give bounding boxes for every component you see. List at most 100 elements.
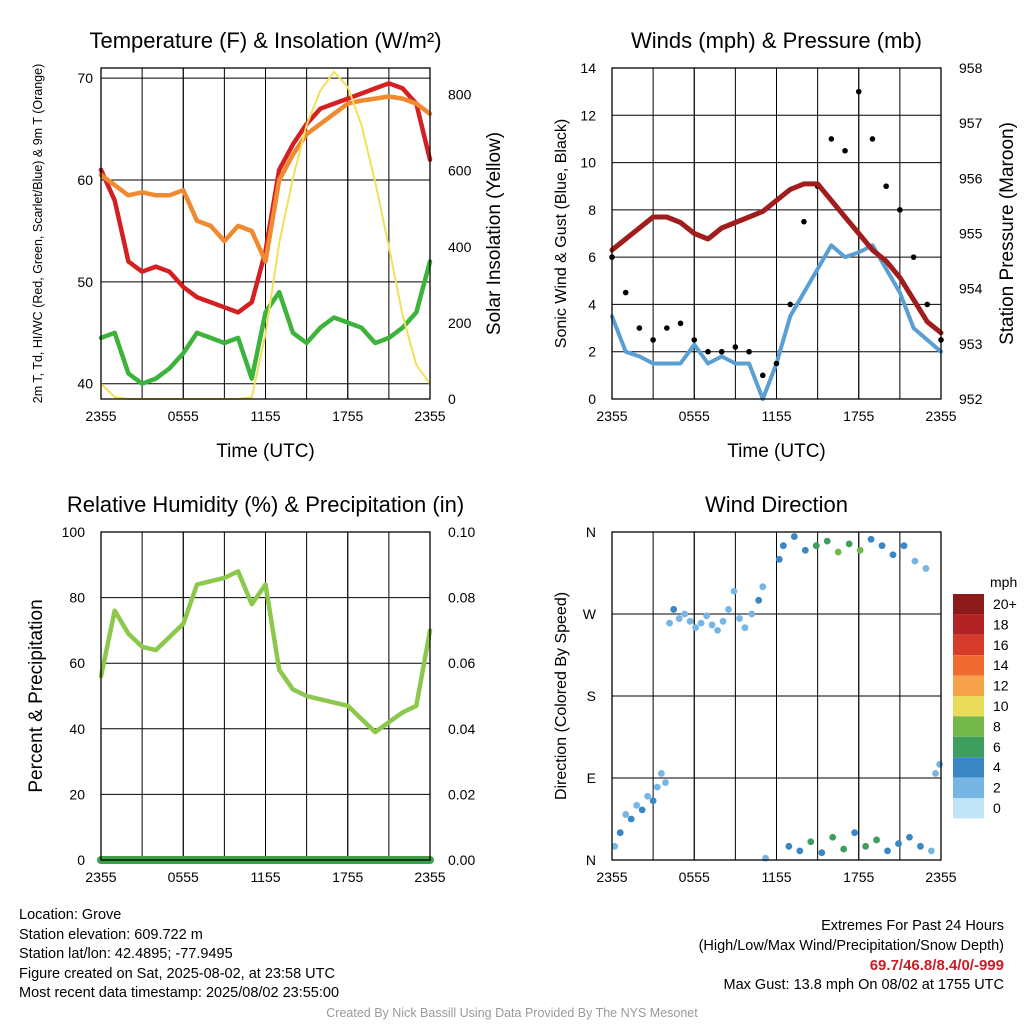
direction-point <box>633 801 641 809</box>
direction-point <box>638 806 646 814</box>
legend-swatch <box>953 798 984 819</box>
legend-swatch <box>953 594 984 615</box>
direction-point <box>790 533 798 540</box>
direction-point <box>867 535 875 543</box>
x-tick-label: 2355 <box>414 408 445 424</box>
y-tick-label: 50 <box>77 274 93 290</box>
y2-tick-label: 0.00 <box>448 852 475 868</box>
y2-tick-label: 954 <box>959 281 983 297</box>
plot-border <box>100 67 431 400</box>
direction-point <box>657 770 665 777</box>
x-tick-label: 1755 <box>332 408 363 424</box>
y-tick-label: 70 <box>77 70 93 86</box>
y2-tick-label: 953 <box>959 336 983 352</box>
gust-point <box>732 344 739 350</box>
direction-point <box>785 842 793 850</box>
y2-axis-label: Station Pressure (Maroon) <box>997 122 1018 345</box>
gust-point <box>650 337 656 343</box>
y2-tick-label: 0.10 <box>448 524 475 540</box>
direction-point <box>932 770 939 777</box>
y2-tick-label: 400 <box>448 239 472 255</box>
x-tick-label: 1755 <box>843 869 874 885</box>
plot-border <box>100 531 431 861</box>
gust-point <box>828 136 835 142</box>
y-axis-label: Direction (Colored By Speed) <box>553 592 570 800</box>
gust-point <box>746 348 752 355</box>
y-tick-label: 60 <box>69 655 85 671</box>
series-line-9m-t <box>98 94 433 264</box>
gust-point <box>910 254 917 260</box>
location-text: Location: Grove <box>19 907 122 923</box>
y-axis-label: Percent & Precipitation <box>26 599 47 792</box>
legend-swatch <box>953 675 984 696</box>
plot-area-layer: Temperature (F) & Insolation (W/m²) 2355 0… <box>26 28 1018 885</box>
legend-label: 12 <box>993 678 1009 694</box>
direction-point <box>627 815 635 823</box>
direction-point <box>759 583 767 591</box>
gust-point <box>883 183 889 190</box>
direction-point <box>719 617 727 625</box>
y2-tick-label: 956 <box>959 170 983 186</box>
gust-point <box>664 325 670 331</box>
y2-tick-label: 952 <box>959 391 983 407</box>
legend-label: 8 <box>993 718 1001 734</box>
x-tick-label: 2355 <box>85 869 116 885</box>
gust-point <box>842 147 848 154</box>
legend-swatch <box>953 716 984 737</box>
legend-swatch <box>953 696 984 717</box>
direction-point <box>807 838 815 846</box>
direction-point <box>611 842 619 850</box>
y-tick-label: 12 <box>580 107 596 123</box>
direction-point <box>862 842 870 850</box>
x-axis-label: Time (UTC) <box>216 441 315 462</box>
gust-point <box>855 88 862 95</box>
chart-panel-2: Winds (mph) & Pressure (mb) 2355 0555 1155 1… <box>553 28 1018 462</box>
direction-point <box>736 615 743 622</box>
y-tick-label: 80 <box>69 590 85 606</box>
plot-border <box>611 531 942 861</box>
direction-point <box>649 797 657 805</box>
legend-label: 6 <box>993 739 1001 755</box>
y2-tick-label: 958 <box>959 60 983 76</box>
y-tick-label: 4 <box>588 296 596 312</box>
x-tick-label: 0555 <box>168 869 199 885</box>
y2-tick-label: 957 <box>959 115 983 131</box>
y-tick-label: 6 <box>588 249 596 265</box>
direction-point <box>616 829 624 837</box>
y-tick-label: 0 <box>588 391 596 407</box>
direction-point <box>889 551 897 559</box>
legend-swatch <box>953 655 984 676</box>
direction-point <box>708 621 716 629</box>
y-tick-label: 2 <box>588 344 596 360</box>
y-tick-label: 40 <box>69 721 85 737</box>
direction-point <box>936 760 944 768</box>
legend-swatch <box>953 634 984 656</box>
legend-swatch <box>953 777 984 798</box>
direction-point <box>697 619 705 627</box>
created-text: Figure created on Sat, 2025-08-02, at 23… <box>19 965 335 982</box>
y2-tick-label: 955 <box>959 226 983 242</box>
direction-point <box>725 606 732 613</box>
y2-tick-label: 0.06 <box>448 655 475 671</box>
gust-point <box>897 207 903 213</box>
x-axis-label: Time (UTC) <box>727 441 826 462</box>
direction-point <box>644 792 652 800</box>
y2-tick-label: 0.08 <box>448 590 475 606</box>
series-line-pressure <box>609 181 944 336</box>
x-tick-label: 2355 <box>596 869 627 885</box>
direction-point <box>666 619 673 627</box>
y-tick-label: 8 <box>588 202 596 218</box>
direction-point <box>730 587 738 595</box>
legend-label: 4 <box>993 759 1001 775</box>
direction-point <box>878 542 886 550</box>
y-axis-label: 2m T, Td, HI/WC (Red, Green, Scarlet/Blu… <box>31 64 45 403</box>
y-tick-label: 20 <box>69 786 85 802</box>
direction-point <box>741 624 749 632</box>
direction-point <box>748 610 756 618</box>
direction-point <box>681 610 689 618</box>
chart-title: Temperature (F) & Insolation (W/m²) <box>89 28 441 53</box>
speed-legend: mph 20+ 18 16 14 12 10 8 6 4 2 0 <box>953 574 1017 819</box>
gust-point <box>636 325 643 331</box>
